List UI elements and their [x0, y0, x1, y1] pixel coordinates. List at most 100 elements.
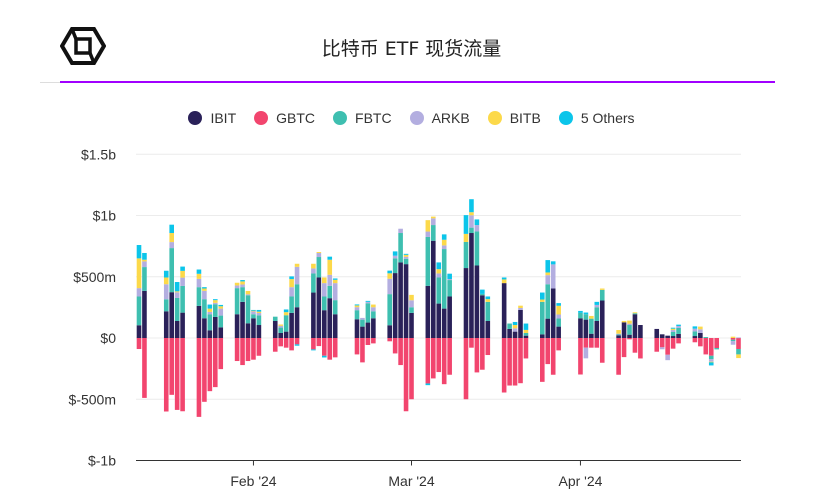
bar-segment-ibit [583, 319, 589, 338]
bar-segment-fbtc [469, 227, 474, 234]
bar-segment-fbtc [251, 314, 256, 319]
bar-segment-5-others [196, 269, 202, 274]
bar-segment-ibit [441, 308, 447, 338]
bar-segment-5-others [365, 300, 371, 302]
bar-segment-arkb [387, 278, 392, 295]
bar-segment-gbtc [703, 338, 709, 355]
bar-segment-arkb [436, 273, 442, 278]
bar-segment-gbtc [387, 338, 392, 342]
legend-item-gbtc[interactable]: GBTC [254, 110, 315, 126]
bar-segment-ibit [272, 320, 278, 338]
bar-segment-gbtc [425, 338, 431, 384]
bar-segment-5-others [556, 303, 561, 306]
legend-item-others[interactable]: 5 Others [558, 110, 635, 126]
bar-segment-gbtc [213, 338, 218, 388]
bar-segment-fbtc [703, 337, 709, 338]
bar-segment-fbtc [583, 314, 589, 320]
bar-segment-arkb [142, 261, 147, 268]
legend-item-arkb[interactable]: ARKB [409, 110, 470, 126]
bar-segment-arkb [512, 328, 518, 332]
bar-segment-fbtc [736, 349, 741, 355]
bar-segment-gbtc [698, 338, 703, 347]
bar-segment-5-others [425, 383, 431, 386]
bar-segment-gbtc [659, 338, 665, 348]
bar-segment-5-others [283, 309, 289, 313]
bar-segment-bitb [251, 310, 256, 312]
bar-segment-bitb [469, 212, 474, 216]
bar-segment-gbtc [594, 338, 600, 348]
bar-segment-arkb [736, 337, 741, 339]
bar-segment-fbtc [474, 231, 480, 266]
bar-segment-bitb [616, 330, 621, 334]
bar-segment-5-others [512, 321, 518, 326]
bar-segment-ibit [142, 290, 147, 338]
bar-segment-ibit [512, 331, 518, 338]
bar-segment-ibit [692, 336, 698, 338]
bar-segment-bitb [463, 233, 469, 242]
bar-segment-5-others [692, 326, 698, 329]
bar-segment-fbtc [180, 285, 185, 313]
bar-segment-gbtc [523, 338, 529, 359]
bar-segment-gbtc [736, 338, 741, 350]
legend-item-ibit[interactable]: IBIT [188, 110, 236, 126]
bar-segment-bitb [316, 252, 322, 253]
bar-segment-bitb [163, 277, 169, 285]
bar-segment-ibit [501, 283, 507, 338]
bar-segment-ibit [218, 327, 224, 338]
bar-segment-arkb [403, 256, 409, 259]
bar-segment-fbtc [256, 315, 262, 326]
bar-segment-bitb [387, 273, 392, 279]
bar-segment-ibit [294, 307, 300, 338]
bar-segment-bitb [518, 305, 523, 308]
bar-segment-ibit [507, 328, 512, 338]
bar-segment-fbtc [599, 289, 605, 301]
bar-segment-ibit [251, 318, 256, 338]
bar-segment-arkb [234, 285, 240, 289]
bar-segment-arkb [469, 215, 474, 228]
bar-segment-arkb [556, 314, 561, 319]
bar-segment-ibit [594, 320, 600, 338]
bar-segment-arkb [594, 304, 600, 308]
bar-segment-bitb [425, 220, 431, 232]
bar-segment-gbtc [354, 338, 360, 355]
bar-segment-5-others [545, 260, 551, 273]
bar-segment-fbtc [463, 241, 469, 269]
bar-segment-5-others [501, 277, 507, 280]
bar-segment-fbtc [540, 301, 545, 335]
legend-label: FBTC [355, 110, 392, 126]
bar-segment-gbtc [371, 338, 376, 344]
bar-segment-fbtc [589, 318, 594, 334]
legend-item-bitb[interactable]: BITB [487, 110, 541, 126]
bar-segment-ibit [550, 288, 556, 338]
bar-segment-bitb [403, 254, 409, 257]
legend-label: 5 Others [580, 110, 635, 126]
bar-segment-gbtc [540, 338, 545, 382]
bar-segment-ibit [589, 333, 594, 338]
bar-segment-gbtc [545, 338, 551, 365]
bar-segment-fbtc [169, 248, 174, 293]
bar-segment-bitb [485, 299, 491, 302]
y-tick-label: $-1b [88, 453, 116, 469]
bar-segment-bitb [589, 315, 594, 319]
bar-segment-bitb [136, 258, 142, 289]
bar-segment-arkb [447, 279, 452, 281]
bar-segment-ibit [327, 298, 333, 338]
bar-segment-5-others [322, 355, 327, 358]
bar-segment-bitb [523, 329, 529, 333]
bar-segment-arkb [371, 307, 376, 312]
bar-segment-fbtc [218, 315, 224, 328]
bar-segment-5-others [447, 273, 452, 280]
bar-segment-fbtc [213, 304, 218, 317]
bar-segment-bitb [632, 312, 638, 314]
bar-segment-arkb [327, 274, 333, 286]
bar-segment-gbtc [278, 338, 283, 347]
bar-segment-gbtc [431, 338, 436, 379]
bar-segment-arkb [545, 275, 551, 285]
legend-item-fbtc[interactable]: FBTC [333, 110, 392, 126]
bar-segment-ibit [540, 334, 545, 338]
bar-segment-ibit [474, 265, 480, 338]
bar-segment-gbtc [234, 338, 240, 362]
bar-segment-gbtc [441, 338, 447, 385]
bar-segment-5-others [436, 262, 442, 270]
bar-segment-5-others [708, 362, 714, 366]
